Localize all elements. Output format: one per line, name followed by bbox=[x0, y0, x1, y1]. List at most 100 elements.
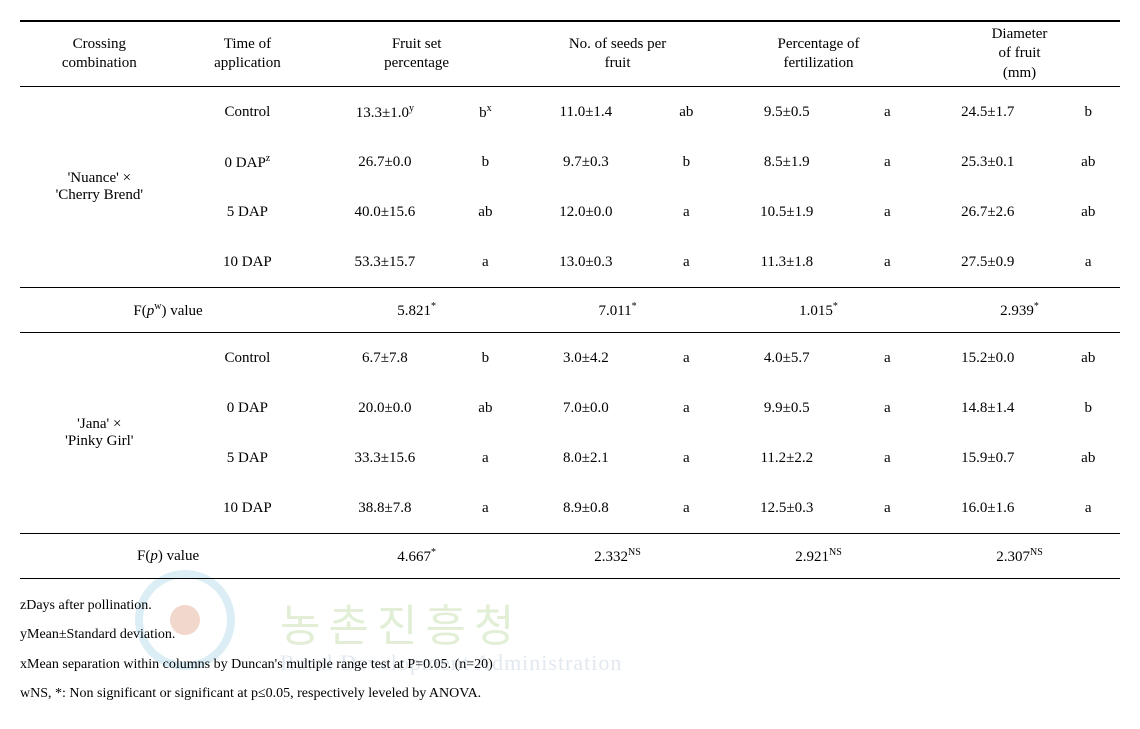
fertilization-value: 9.9±0.5 bbox=[718, 383, 856, 433]
fruitset-value: 26.7±0.0 bbox=[316, 137, 454, 187]
fertilization-value: 10.5±1.9 bbox=[718, 187, 856, 237]
fp-fruitset: 4.667* bbox=[316, 534, 517, 579]
fertilization-value: 9.5±0.5 bbox=[718, 87, 856, 138]
fertilization-sig: a bbox=[856, 483, 919, 534]
fertilization-sig: a bbox=[856, 187, 919, 237]
diameter-value: 25.3±0.1 bbox=[919, 137, 1057, 187]
seeds-value: 12.0±0.0 bbox=[517, 187, 655, 237]
diameter-value: 24.5±1.7 bbox=[919, 87, 1057, 138]
fp-label: F(p) value bbox=[20, 534, 316, 579]
diameter-value: 16.0±1.6 bbox=[919, 483, 1057, 534]
fertilization-sig: a bbox=[856, 87, 919, 138]
header-fruitset: Fruit set percentage bbox=[316, 21, 517, 87]
seeds-value: 9.7±0.3 bbox=[517, 137, 655, 187]
header-diameter: Diameter of fruit (mm) bbox=[919, 21, 1120, 87]
fruitset-value: 40.0±15.6 bbox=[316, 187, 454, 237]
table-row: 'Jana' × 'Pinky Girl'Control6.7±7.8b3.0±… bbox=[20, 333, 1120, 384]
time-cell: 10 DAP bbox=[179, 237, 317, 288]
header-time: Time of application bbox=[179, 21, 317, 87]
fertilization-sig: a bbox=[856, 237, 919, 288]
fp-fertilization: 1.015* bbox=[718, 288, 919, 333]
fruitset-sig: b bbox=[454, 333, 517, 384]
fruitset-sig: a bbox=[454, 483, 517, 534]
table-row: 5 DAP33.3±15.6a8.0±2.1a11.2±2.2a15.9±0.7… bbox=[20, 433, 1120, 483]
fertilization-sig: a bbox=[856, 333, 919, 384]
seeds-sig: ab bbox=[655, 87, 718, 138]
fruitset-sig: ab bbox=[454, 383, 517, 433]
diameter-value: 14.8±1.4 bbox=[919, 383, 1057, 433]
seeds-value: 11.0±1.4 bbox=[517, 87, 655, 138]
diameter-value: 15.2±0.0 bbox=[919, 333, 1057, 384]
fp-seeds: 2.332NS bbox=[517, 534, 718, 579]
seeds-sig: a bbox=[655, 383, 718, 433]
seeds-value: 13.0±0.3 bbox=[517, 237, 655, 288]
time-cell: 0 DAP bbox=[179, 383, 317, 433]
seeds-sig: a bbox=[655, 237, 718, 288]
time-cell: 10 DAP bbox=[179, 483, 317, 534]
fertilization-value: 4.0±5.7 bbox=[718, 333, 856, 384]
fp-label: F(pw) value bbox=[20, 288, 316, 333]
footnote-x: xMean separation within columns by Dunca… bbox=[20, 650, 1120, 679]
footnote-y: yMean±Standard deviation. bbox=[20, 620, 1120, 649]
fp-fertilization: 2.921NS bbox=[718, 534, 919, 579]
table-row: 10 DAP53.3±15.7a13.0±0.3a11.3±1.8a27.5±0… bbox=[20, 237, 1120, 288]
time-cell: Control bbox=[179, 333, 317, 384]
header-fertilization: Percentage of fertilization bbox=[718, 21, 919, 87]
table-row: 'Nuance' × 'Cherry Brend'Control13.3±1.0… bbox=[20, 87, 1120, 138]
seeds-sig: b bbox=[655, 137, 718, 187]
fp-fruitset: 5.821* bbox=[316, 288, 517, 333]
fruitset-sig: a bbox=[454, 237, 517, 288]
table-row: 0 DAP20.0±0.0ab7.0±0.0a9.9±0.5a14.8±1.4b bbox=[20, 383, 1120, 433]
fertilization-sig: a bbox=[856, 137, 919, 187]
fruitset-value: 13.3±1.0y bbox=[316, 87, 454, 138]
seeds-sig: a bbox=[655, 433, 718, 483]
header-crossing: Crossing combination bbox=[20, 21, 179, 87]
footnote-w: wNS, *: Non significant or significant a… bbox=[20, 679, 1120, 708]
fruitset-value: 6.7±7.8 bbox=[316, 333, 454, 384]
seeds-sig: a bbox=[655, 483, 718, 534]
fertilization-value: 11.3±1.8 bbox=[718, 237, 856, 288]
fertilization-value: 11.2±2.2 bbox=[718, 433, 856, 483]
fruitset-sig: b bbox=[454, 137, 517, 187]
seeds-value: 8.0±2.1 bbox=[517, 433, 655, 483]
footnote-z: zDays after pollination. bbox=[20, 591, 1120, 620]
diameter-sig: ab bbox=[1057, 187, 1121, 237]
diameter-value: 15.9±0.7 bbox=[919, 433, 1057, 483]
fruitset-value: 33.3±15.6 bbox=[316, 433, 454, 483]
fruitset-value: 38.8±7.8 bbox=[316, 483, 454, 534]
diameter-sig: a bbox=[1057, 237, 1121, 288]
seeds-value: 7.0±0.0 bbox=[517, 383, 655, 433]
diameter-sig: ab bbox=[1057, 433, 1121, 483]
diameter-sig: b bbox=[1057, 383, 1121, 433]
seeds-sig: a bbox=[655, 187, 718, 237]
crossing-cell: 'Jana' × 'Pinky Girl' bbox=[20, 333, 179, 534]
fertilization-value: 12.5±0.3 bbox=[718, 483, 856, 534]
header-seeds: No. of seeds per fruit bbox=[517, 21, 718, 87]
fruitset-value: 20.0±0.0 bbox=[316, 383, 454, 433]
fertilization-sig: a bbox=[856, 383, 919, 433]
time-cell: 5 DAP bbox=[179, 187, 317, 237]
diameter-value: 27.5±0.9 bbox=[919, 237, 1057, 288]
diameter-value: 26.7±2.6 bbox=[919, 187, 1057, 237]
fertilization-value: 8.5±1.9 bbox=[718, 137, 856, 187]
table-row: 0 DAPz26.7±0.0b9.7±0.3b8.5±1.9a25.3±0.1a… bbox=[20, 137, 1120, 187]
fruitset-value: 53.3±15.7 bbox=[316, 237, 454, 288]
table-row: 10 DAP38.8±7.8a8.9±0.8a12.5±0.3a16.0±1.6… bbox=[20, 483, 1120, 534]
fp-diameter: 2.307NS bbox=[919, 534, 1120, 579]
fp-row: F(pw) value5.821*7.011*1.015*2.939* bbox=[20, 288, 1120, 333]
diameter-sig: b bbox=[1057, 87, 1121, 138]
diameter-sig: ab bbox=[1057, 137, 1121, 187]
crossing-cell: 'Nuance' × 'Cherry Brend' bbox=[20, 87, 179, 288]
header-row: Crossing combination Time of application… bbox=[20, 21, 1120, 87]
seeds-sig: a bbox=[655, 333, 718, 384]
fp-diameter: 2.939* bbox=[919, 288, 1120, 333]
data-table: Crossing combination Time of application… bbox=[20, 20, 1120, 579]
fertilization-sig: a bbox=[856, 433, 919, 483]
fruitset-sig: a bbox=[454, 433, 517, 483]
fp-row: F(p) value4.667*2.332NS2.921NS2.307NS bbox=[20, 534, 1120, 579]
time-cell: 0 DAPz bbox=[179, 137, 317, 187]
fp-seeds: 7.011* bbox=[517, 288, 718, 333]
table-row: 5 DAP40.0±15.6ab12.0±0.0a10.5±1.9a26.7±2… bbox=[20, 187, 1120, 237]
seeds-value: 8.9±0.8 bbox=[517, 483, 655, 534]
footnotes: zDays after pollination. yMean±Standard … bbox=[20, 591, 1120, 709]
